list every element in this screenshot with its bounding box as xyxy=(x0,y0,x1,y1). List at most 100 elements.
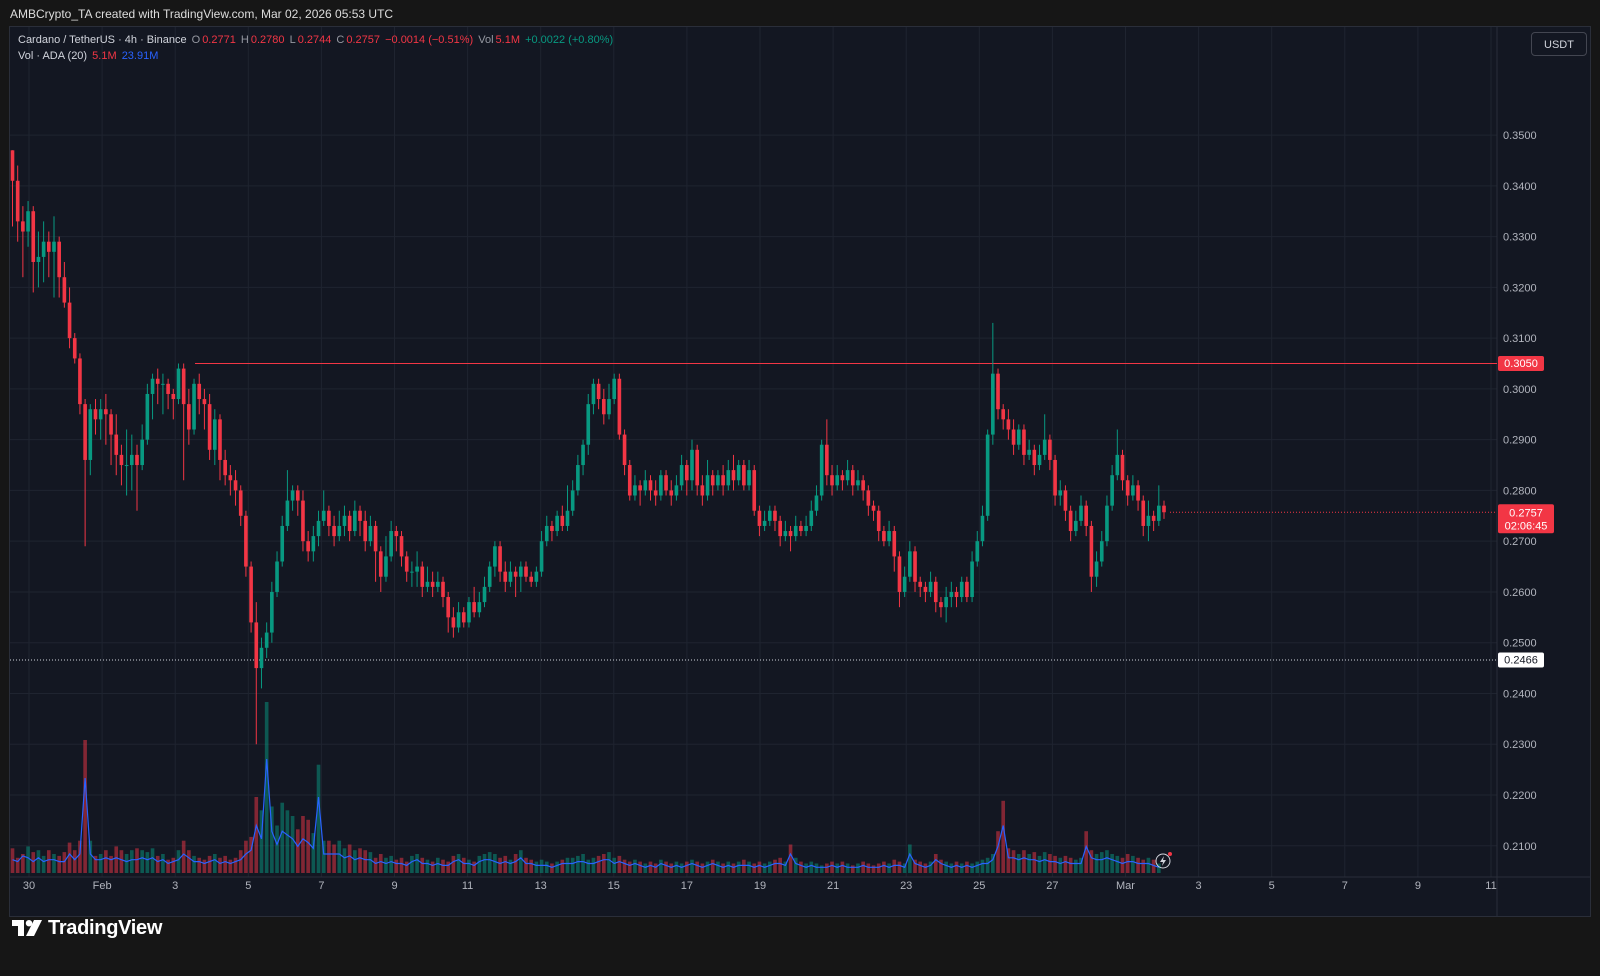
candle-body xyxy=(1001,409,1006,420)
candle-body xyxy=(767,510,772,521)
candle-body xyxy=(1105,505,1109,542)
volume-bar xyxy=(700,863,705,873)
candle-body xyxy=(1162,505,1166,513)
volume-bar xyxy=(404,861,409,873)
volume-bar xyxy=(1089,850,1094,873)
volume-bar xyxy=(690,859,694,873)
volume-bar xyxy=(695,861,699,873)
candle-body xyxy=(1151,515,1156,521)
candle-body xyxy=(700,485,705,496)
candle-body xyxy=(150,378,155,394)
volume-bar xyxy=(1032,852,1037,873)
high-label: H xyxy=(240,34,249,46)
volume-bar xyxy=(93,855,98,873)
candle-body xyxy=(991,373,995,435)
volume-bar xyxy=(757,861,762,873)
x-tick-label: 9 xyxy=(391,880,397,892)
volume-bar xyxy=(1063,855,1068,873)
volume-bar xyxy=(643,863,648,873)
volume-bar xyxy=(430,861,435,873)
volume-bar xyxy=(275,825,279,873)
candle-body xyxy=(954,591,959,598)
volume-bar xyxy=(793,857,798,873)
volume-bar xyxy=(254,797,259,873)
volume-bar xyxy=(633,859,637,873)
volume-bar xyxy=(601,854,606,873)
volume-bar xyxy=(1141,859,1146,873)
y-tick-label: 0.3300 xyxy=(1503,232,1537,244)
candle-body xyxy=(887,531,891,542)
candle-body xyxy=(472,602,476,613)
y-tick-label: 0.2100 xyxy=(1503,841,1537,853)
candle-body xyxy=(368,525,373,542)
volume-bar xyxy=(223,855,227,873)
volume-bar xyxy=(456,854,461,873)
candle-body xyxy=(804,525,808,532)
candle-body xyxy=(114,434,119,455)
x-tick-label: 7 xyxy=(318,880,324,892)
candle-body xyxy=(742,465,746,486)
volume-bar xyxy=(119,850,124,873)
volume-indicator-label[interactable]: Vol · ADA (20) xyxy=(18,50,88,62)
price-chart[interactable]: 0.3500 0.3400 0.3300 0.3200 0.3100 0.3000 0.29… xyxy=(10,27,1590,916)
volume-bar xyxy=(67,842,72,873)
volume-bar xyxy=(1068,857,1073,873)
volume-bar xyxy=(747,861,751,873)
volume-bar xyxy=(653,863,658,873)
candle-body xyxy=(98,409,103,420)
candle-body xyxy=(363,520,368,542)
symbol-legend: Cardano / TetherUS · 4h · Binance O 0.277… xyxy=(18,34,615,46)
y-tick-label: 0.2300 xyxy=(1503,739,1537,751)
candle-body xyxy=(560,515,565,526)
candle-body xyxy=(285,500,290,526)
candle-body xyxy=(944,597,948,608)
tradingview-logo[interactable]: TradingView xyxy=(12,915,162,941)
symbol-title[interactable]: Cardano / TetherUS · 4h · Binance xyxy=(18,34,187,46)
candle-body xyxy=(244,515,248,567)
candle-body xyxy=(695,449,699,486)
candle-body xyxy=(498,546,502,572)
currency-button[interactable]: USDT xyxy=(1531,32,1587,56)
volume-bar xyxy=(788,844,793,873)
volume-bar xyxy=(88,840,93,873)
candle-body xyxy=(1006,419,1011,430)
candle-body xyxy=(902,576,907,592)
volume-bar xyxy=(425,859,430,873)
candle-body xyxy=(93,409,98,420)
candle-body xyxy=(430,581,435,587)
volume-bar xyxy=(150,848,155,873)
high-value: 0.2780 xyxy=(250,34,285,46)
volume-bar xyxy=(212,854,217,873)
volume-bar xyxy=(10,848,15,873)
volume-bar xyxy=(36,850,41,873)
lightning-icon[interactable] xyxy=(1155,853,1171,869)
volume-bar xyxy=(845,863,850,873)
volume-bar xyxy=(1115,855,1120,873)
x-tick-label: 13 xyxy=(535,880,547,892)
volume-bar xyxy=(373,857,378,873)
x-tick-label: 21 xyxy=(827,880,839,892)
candle-body xyxy=(461,612,466,623)
volume-bar xyxy=(544,861,549,873)
volume-bar xyxy=(145,852,150,873)
candle-body xyxy=(643,480,648,491)
volume-bar xyxy=(238,850,243,873)
x-tick-label: 25 xyxy=(973,880,985,892)
volume-bar xyxy=(176,850,181,873)
volume-bar xyxy=(861,861,865,873)
volume-bar xyxy=(353,850,357,873)
candle-body xyxy=(928,581,933,592)
candle-body xyxy=(1042,439,1047,455)
candle-body xyxy=(52,241,56,252)
volume-bar xyxy=(991,854,995,873)
candle-body xyxy=(311,536,316,552)
candle-body xyxy=(270,591,274,633)
chart-panel[interactable]: 0.3500 0.3400 0.3300 0.3200 0.3100 0.3000 0.29… xyxy=(9,26,1591,917)
volume-bar xyxy=(970,863,974,873)
candle-body xyxy=(1146,515,1151,526)
candle-body xyxy=(295,490,300,501)
candle-body xyxy=(721,475,725,486)
volume-bar xyxy=(550,863,554,873)
candle-body xyxy=(187,404,191,430)
candle-body xyxy=(980,515,985,542)
